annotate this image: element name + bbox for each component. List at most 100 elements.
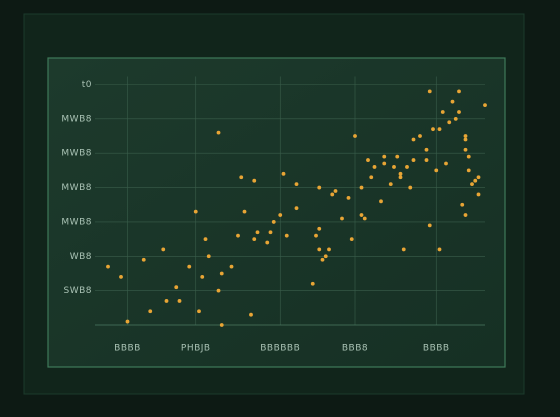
point	[450, 99, 455, 104]
point	[310, 281, 315, 286]
point	[473, 178, 478, 183]
point	[255, 230, 260, 235]
y-tick-label: MWB8	[61, 149, 92, 159]
point	[366, 158, 370, 162]
point	[476, 175, 481, 180]
point	[372, 165, 377, 169]
point	[119, 275, 123, 279]
point	[437, 127, 442, 132]
point	[294, 182, 299, 187]
point	[216, 288, 221, 293]
point	[392, 165, 396, 169]
panel	[47, 57, 506, 368]
y-tick-label: WB8	[70, 252, 92, 262]
point	[197, 309, 201, 314]
point	[466, 168, 471, 173]
point	[333, 189, 338, 193]
point	[453, 116, 458, 121]
point	[444, 161, 448, 166]
point	[317, 226, 322, 231]
point	[427, 89, 432, 94]
point	[249, 312, 253, 317]
point	[353, 134, 357, 138]
point	[424, 147, 429, 152]
point	[382, 154, 387, 159]
y-tick-label: SWB8	[63, 286, 92, 296]
point	[398, 175, 403, 180]
y-tick-label: MWB8	[61, 114, 92, 124]
point	[359, 213, 364, 217]
point	[330, 192, 335, 197]
point	[200, 275, 205, 279]
point	[437, 247, 442, 252]
point	[187, 264, 192, 269]
point	[219, 271, 224, 276]
point	[106, 264, 110, 269]
point	[460, 202, 465, 207]
point	[408, 185, 413, 190]
point	[148, 309, 153, 314]
point	[483, 103, 487, 108]
point	[271, 220, 276, 224]
point	[388, 182, 393, 187]
point	[317, 185, 322, 190]
point	[411, 137, 416, 142]
point	[193, 209, 198, 214]
point	[463, 213, 468, 217]
point	[405, 165, 409, 169]
point	[141, 257, 146, 262]
point	[466, 154, 471, 159]
x-tick-label: BBBBBB	[260, 344, 300, 354]
point	[294, 206, 299, 211]
point	[265, 240, 270, 245]
point	[236, 233, 240, 238]
point	[418, 134, 422, 138]
y-tick-label: t0	[82, 80, 92, 90]
point	[398, 171, 403, 176]
point	[206, 254, 211, 259]
point	[203, 237, 208, 242]
point	[463, 147, 468, 152]
x-tick-label: BBBB	[423, 344, 450, 354]
point	[268, 230, 273, 235]
point	[346, 195, 351, 200]
point	[174, 285, 179, 290]
point	[125, 319, 130, 324]
point	[470, 182, 474, 187]
point	[476, 192, 481, 197]
point	[463, 137, 468, 142]
point	[219, 323, 224, 327]
point	[340, 216, 344, 221]
point	[379, 199, 383, 204]
point	[229, 264, 234, 269]
point	[457, 110, 461, 114]
point	[177, 299, 182, 303]
point	[369, 175, 374, 180]
point	[320, 257, 325, 262]
point	[427, 223, 432, 228]
point	[411, 158, 416, 162]
point	[457, 89, 461, 94]
x-tick-label: BBBB	[114, 344, 141, 354]
point	[242, 209, 247, 214]
point	[395, 154, 400, 159]
point	[349, 237, 354, 242]
point	[216, 130, 221, 135]
point	[278, 213, 283, 217]
point	[239, 175, 244, 180]
point	[447, 120, 452, 125]
point	[463, 134, 468, 138]
point	[327, 247, 331, 252]
point	[284, 233, 289, 238]
point	[359, 185, 364, 190]
point	[252, 237, 257, 242]
point	[281, 171, 286, 176]
point	[431, 127, 435, 132]
point	[317, 247, 322, 252]
x-tick-label: PHBJB	[181, 344, 211, 354]
point	[314, 233, 318, 238]
point	[161, 247, 166, 252]
point	[401, 247, 406, 252]
